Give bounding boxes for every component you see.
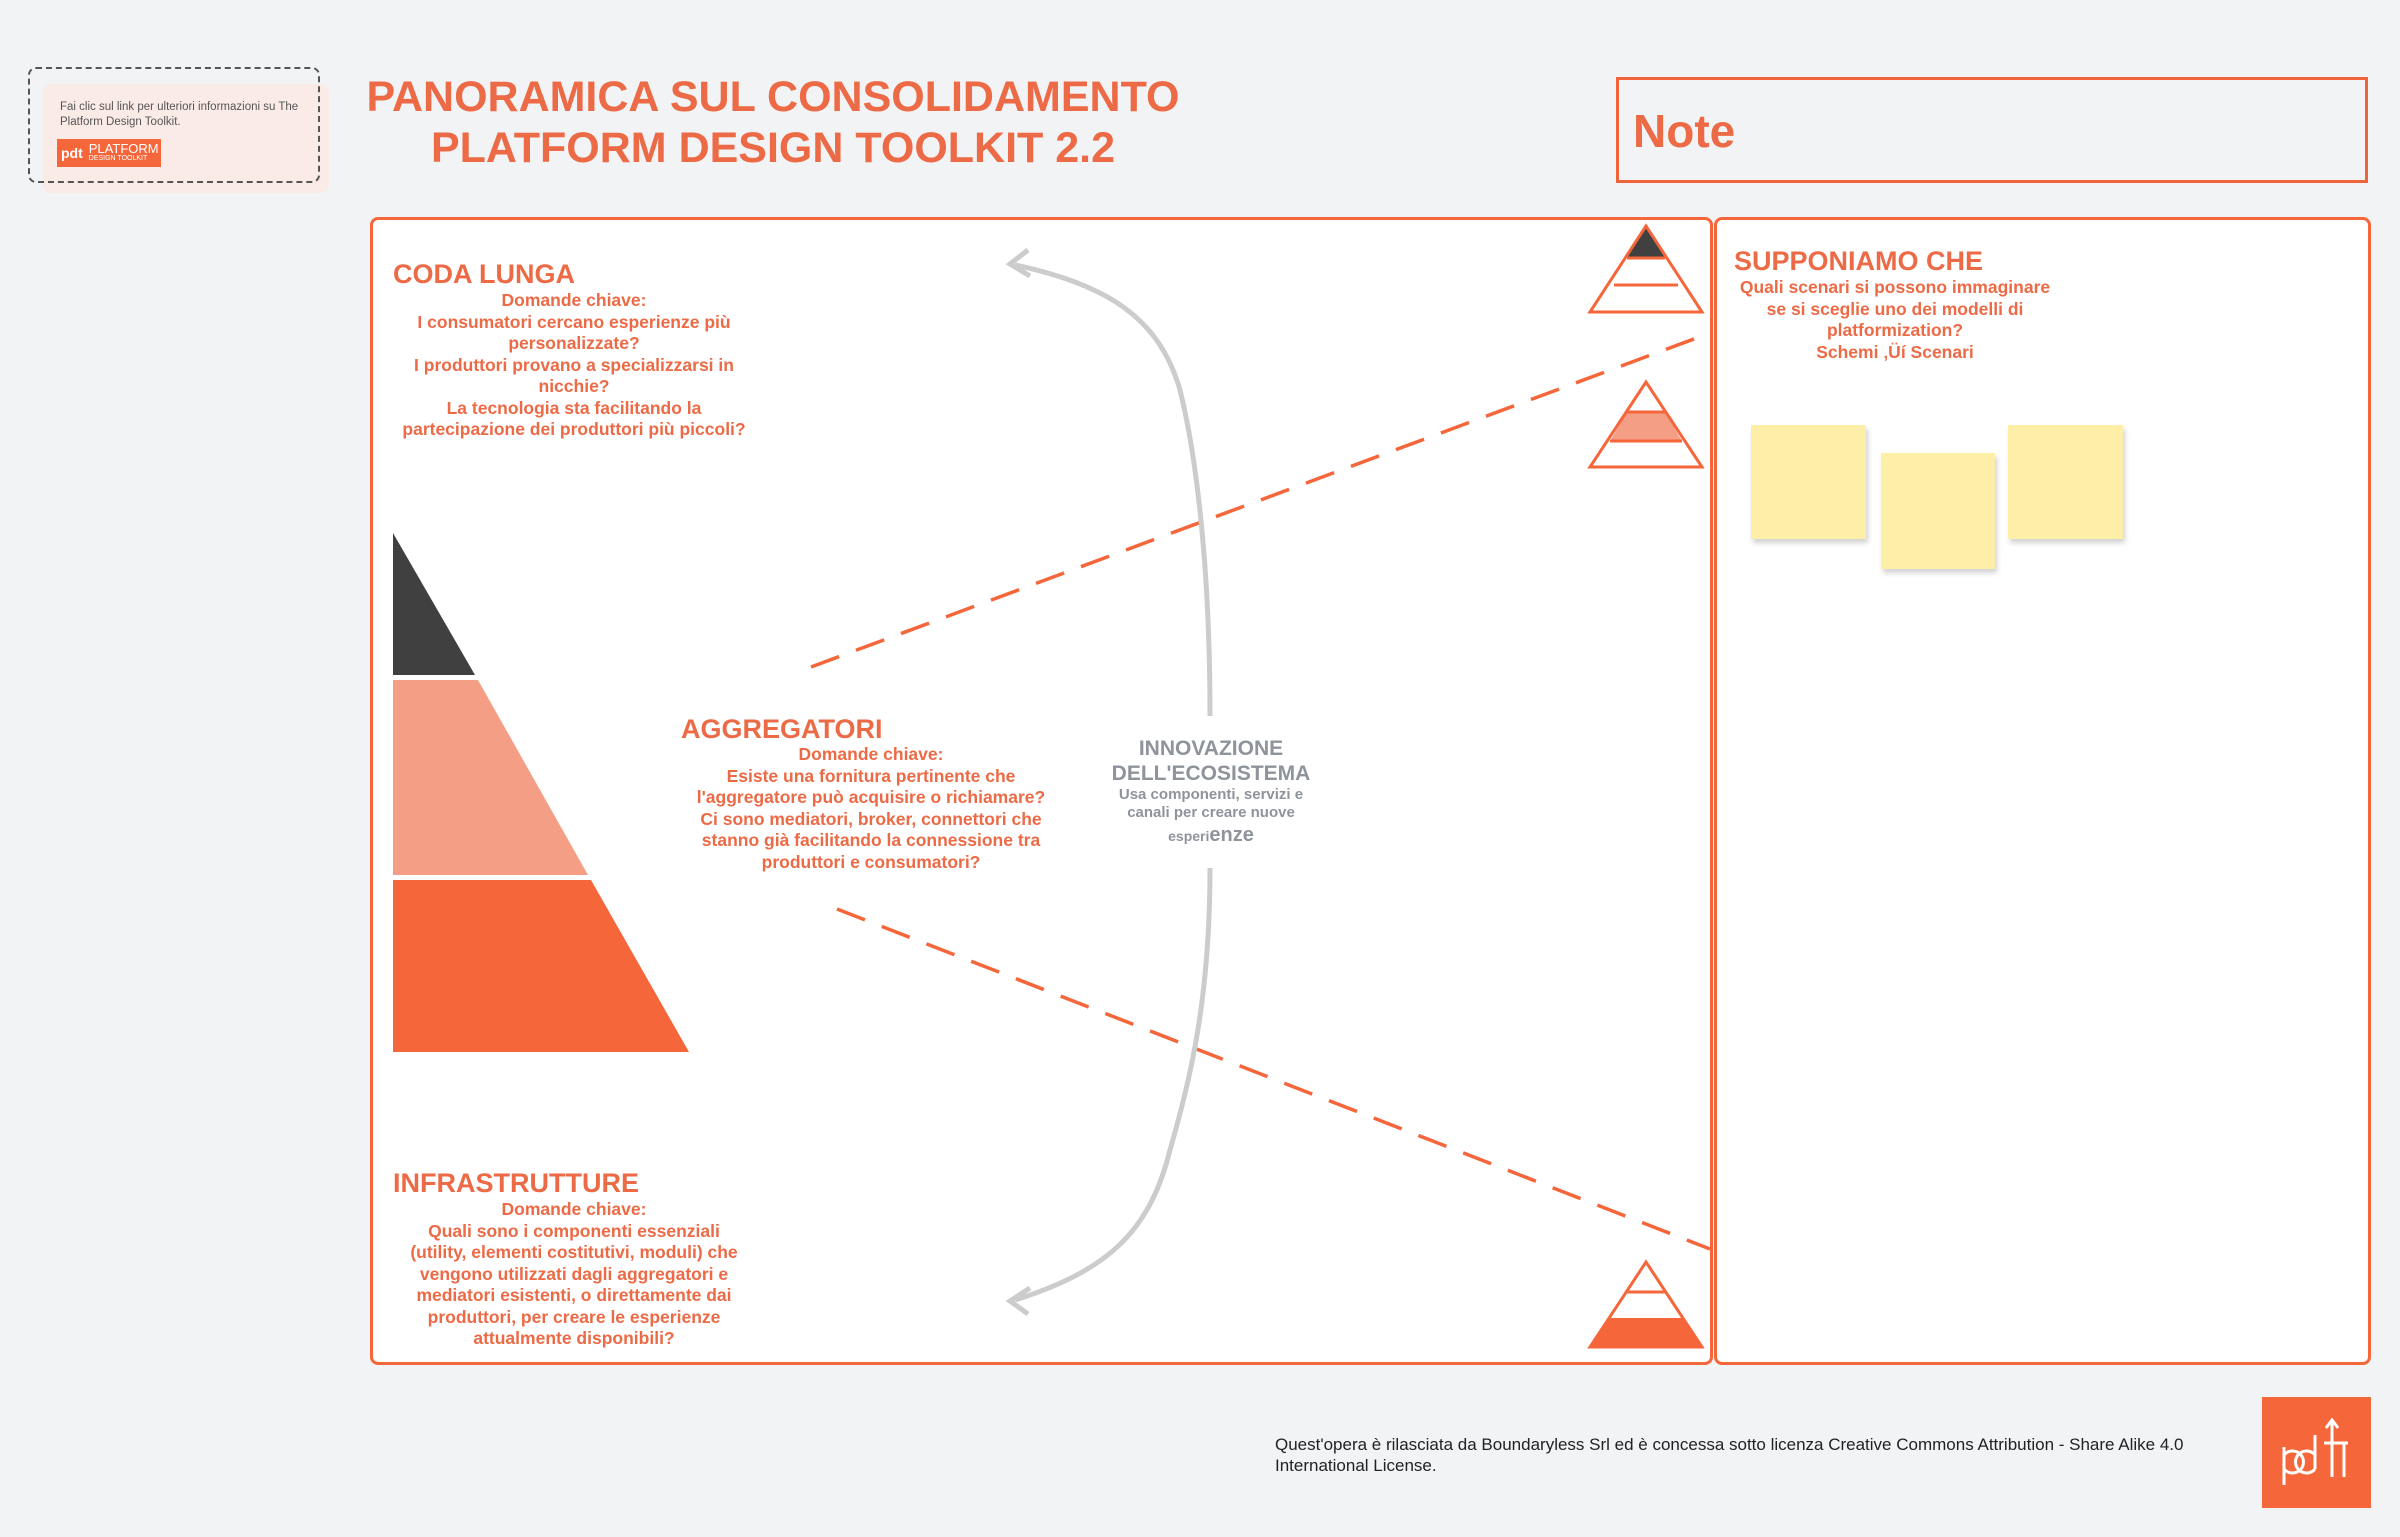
pyramid-bottom-band [393, 880, 689, 1052]
infrastrutture-heading: INFRASTRUTTURE [393, 1168, 639, 1198]
page-title: PANORAMICA SUL CONSOLIDAMENTO PLATFORM D… [366, 73, 1180, 172]
arrow-head-down-icon [1005, 1285, 1032, 1317]
aggregatori-questions: Domande chiave: Esiste una fornitura pert… [696, 744, 1046, 872]
sticky-note[interactable] [1751, 425, 1866, 539]
sticky-note[interactable] [1881, 453, 1995, 569]
innovation-arrow-down [1014, 867, 1213, 1303]
infrastrutture-questions: Domande chiave: Quali sono i componenti e… [410, 1199, 738, 1348]
main-canvas-frame [370, 217, 1713, 1365]
badge-text: PLATFORM DESIGN TOOLKIT [88, 141, 159, 162]
innovazione-label: INNOVAZIONE DELL'ECOSISTEMA Usa componen… [1111, 737, 1311, 846]
note-box[interactable] [1616, 77, 2368, 183]
pdt-logo-icon [2282, 1417, 2348, 1485]
arrow-head-up-icon [1005, 248, 1032, 279]
pyramid-icon-aggregatori [1587, 379, 1705, 469]
coda-lunga-heading: CODA LUNGA [393, 259, 575, 289]
supponiamo-questions: Quali scenari si possono immaginare se si… [1739, 277, 2051, 362]
pyramid-icon-infrastrutture [1587, 1259, 1705, 1349]
pyramid-top-band [393, 533, 475, 675]
scenario-frame [1714, 217, 2371, 1365]
dashed-connector-upper [810, 331, 1711, 669]
aggregatori-heading: AGGREGATORI [681, 714, 883, 744]
info-card-text: Fai clic sul link per ulteriori informaz… [60, 101, 299, 128]
sticky-note[interactable] [2008, 425, 2123, 539]
info-card-background [43, 84, 329, 193]
pdt-logo [2262, 1397, 2371, 1508]
pyramid-icon-coda-lunga [1587, 223, 1705, 314]
info-card-frame[interactable] [28, 67, 320, 183]
supponiamo-heading: SUPPONIAMO CHE [1734, 246, 1984, 276]
platform-design-toolkit-link[interactable]: pdt PLATFORM DESIGN TOOLKIT [57, 139, 161, 167]
coda-lunga-questions: Domande chiave: I consumatori cercano esp… [402, 290, 746, 439]
note-title: Note [1633, 105, 1736, 157]
pdt-logo-icon: pdt [61, 145, 83, 161]
pyramid-middle-band [393, 680, 588, 875]
dashed-connector-lower [836, 907, 1711, 1251]
innovation-arrow-up [1014, 262, 1213, 717]
license-text: Quest'opera è rilasciata da Boundaryless… [1275, 1435, 2184, 1475]
